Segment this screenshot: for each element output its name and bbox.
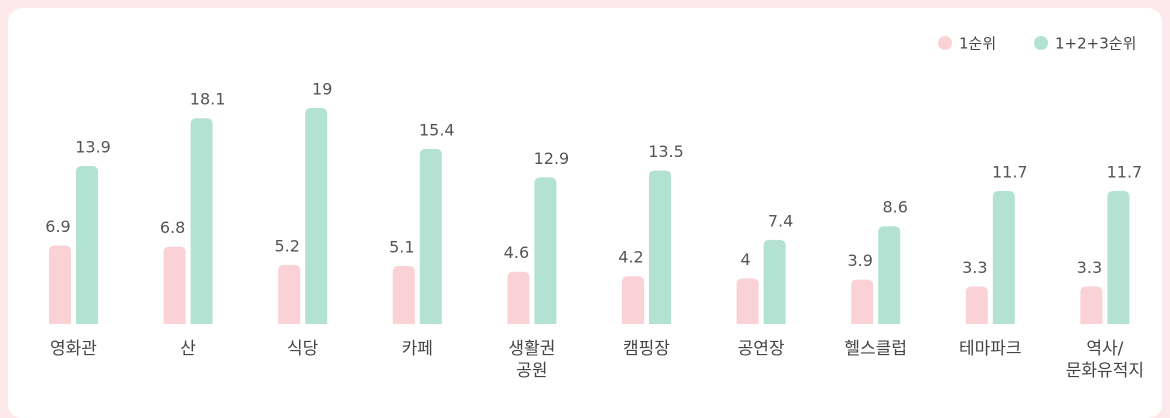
value-label: 15.4 [419, 120, 455, 139]
value-label: 8.6 [882, 198, 907, 217]
category-label: 카페 [401, 339, 433, 359]
value-label: 3.3 [962, 258, 987, 277]
bar [965, 286, 988, 324]
category-label: 영화관 [50, 339, 97, 359]
value-label: 11.7 [1107, 162, 1143, 181]
value-label: 6.8 [160, 218, 185, 237]
legend-marker [1034, 36, 1048, 50]
value-label: 5.2 [274, 236, 299, 255]
bar [649, 170, 671, 324]
value-label: 4 [741, 250, 751, 269]
value-label: 6.9 [45, 217, 70, 236]
value-label: 13.5 [648, 142, 684, 161]
bar [1107, 190, 1130, 324]
category-label: 역사/ 문화유적지 [1065, 339, 1144, 381]
category-label: 공연장 [737, 339, 785, 359]
category-label: 캠핑장 [623, 339, 670, 359]
value-label: 11.7 [992, 162, 1028, 181]
bar [534, 177, 557, 324]
bar [1080, 286, 1103, 324]
value-label: 3.3 [1077, 258, 1102, 277]
value-label: 18.1 [190, 90, 226, 109]
legend-marker [938, 36, 952, 50]
bar [992, 190, 1015, 324]
bar [878, 226, 901, 324]
value-label: 3.9 [847, 251, 872, 270]
bar [76, 165, 98, 324]
bar [622, 276, 644, 324]
bar [763, 239, 786, 324]
category-label: 테마파크 [959, 339, 1022, 359]
bar [190, 118, 213, 324]
value-label: 12.9 [534, 149, 570, 168]
bar [736, 278, 759, 324]
bar [851, 279, 874, 324]
value-label: 19 [312, 79, 332, 98]
bar [278, 264, 301, 324]
value-label: 5.1 [389, 238, 414, 257]
bar [305, 107, 328, 324]
category-label: 헬스클럽 [844, 339, 907, 359]
category-label: 식당 [287, 339, 319, 359]
bar [392, 266, 415, 324]
value-label: 4.6 [504, 243, 529, 262]
chart: 1순위 1+2+3순위 6.9 13.9 6.8 18.1 5.2 19 5.1 15.4 4.6 1… [45, 35, 1143, 324]
legend-label: 1+2+3순위 [1055, 35, 1136, 53]
legend-label: 1순위 [959, 35, 996, 53]
value-label: 7.4 [768, 211, 793, 230]
category-label: 생활권 공원 [508, 339, 556, 381]
page: 1순위 1+2+3순위 6.9 13.9 6.8 18.1 5.2 19 5.1 15.4 4.6 1… [8, 8, 1162, 418]
category-label: 산 [180, 339, 196, 359]
bar [507, 271, 530, 324]
bar [419, 148, 442, 324]
value-label: 13.9 [75, 137, 111, 156]
bar [49, 245, 71, 324]
bar [163, 246, 186, 324]
value-label: 4.2 [618, 248, 643, 267]
